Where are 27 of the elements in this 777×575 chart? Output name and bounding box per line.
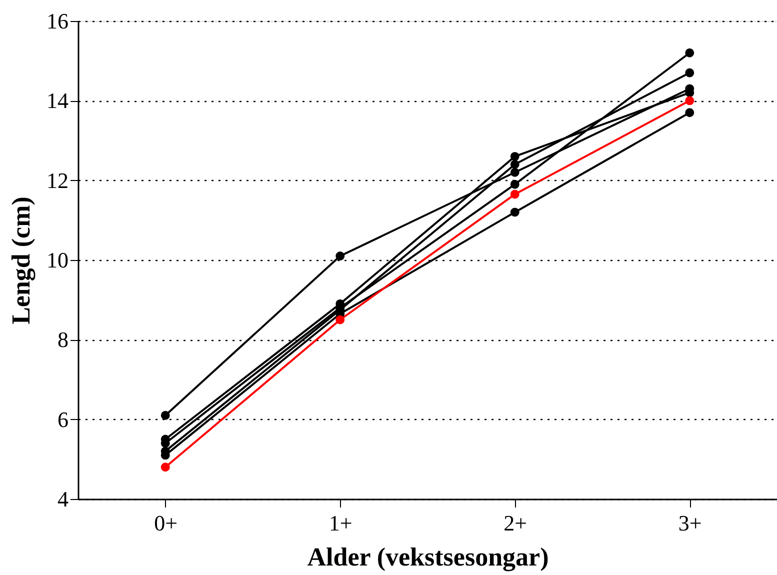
- point: [685, 68, 694, 78]
- point: [685, 96, 694, 106]
- x-axis-title: Alder (vekstsesongar): [307, 542, 549, 572]
- point: [510, 160, 520, 169]
- y-tick-label: 12: [46, 168, 68, 193]
- x-tick-label: 3+: [678, 510, 702, 536]
- point: [510, 180, 520, 189]
- point: [510, 208, 520, 217]
- point: [160, 410, 170, 420]
- y-tick-label: 10: [46, 248, 68, 272]
- point: [160, 462, 170, 472]
- y-tick-label: 6: [58, 406, 68, 432]
- point: [336, 315, 345, 324]
- y-tick-label: 4: [58, 486, 68, 512]
- point: [685, 48, 694, 58]
- y-tick-label: 16: [46, 8, 68, 34]
- y-tick-label: 14: [46, 88, 68, 114]
- x-tick-label: 1+: [328, 510, 352, 536]
- point: [336, 252, 345, 260]
- y-tick-label: 8: [58, 327, 68, 352]
- x-tick-label: 2+: [504, 510, 528, 536]
- point: [510, 168, 520, 177]
- point: [685, 108, 694, 118]
- point: [510, 190, 520, 199]
- x-tick-label: 0+: [154, 510, 178, 536]
- point: [510, 152, 520, 161]
- y-axis-title: Lengd (cm): [6, 196, 36, 324]
